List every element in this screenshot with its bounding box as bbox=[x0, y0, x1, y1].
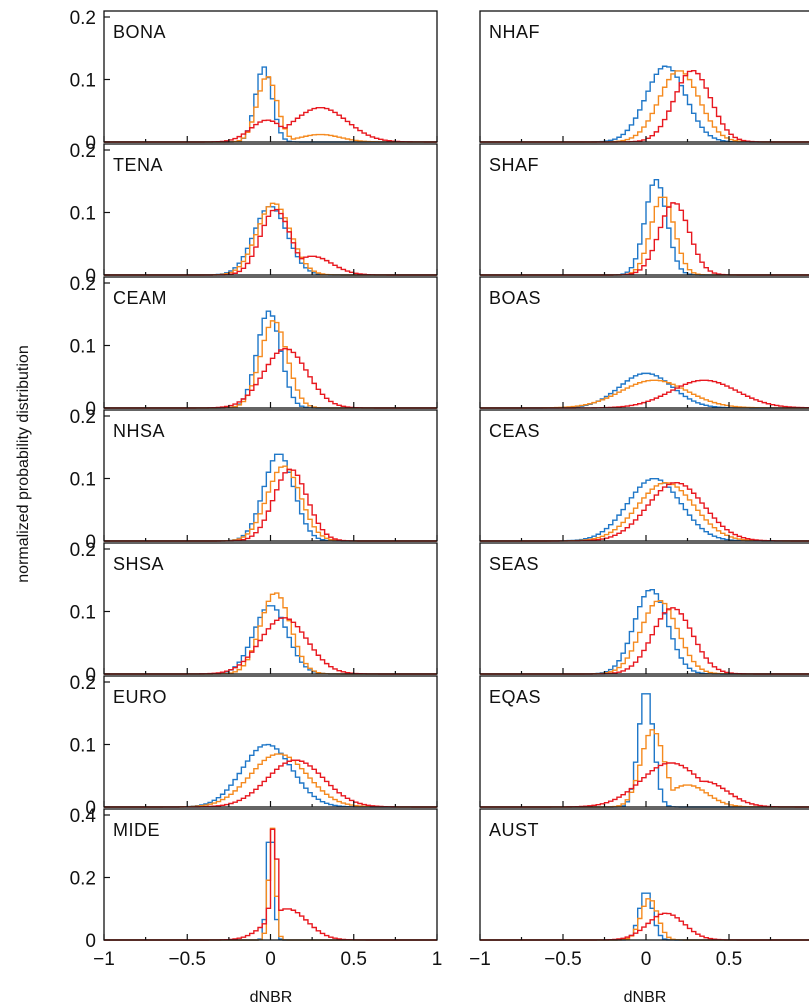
x-tick-label: 0.5 bbox=[716, 949, 742, 970]
series-line bbox=[480, 599, 809, 675]
x-tick-label: −0.5 bbox=[168, 949, 206, 970]
panel-seas: SEAS bbox=[479, 542, 809, 675]
series-line bbox=[104, 468, 437, 542]
series-line bbox=[480, 482, 809, 542]
series-line bbox=[480, 729, 809, 808]
series-line bbox=[104, 206, 437, 276]
y-tick-label: 0.2 bbox=[70, 8, 96, 29]
y-tick-label: 0.1 bbox=[70, 603, 96, 624]
y-tick-label: 0.2 bbox=[70, 407, 96, 428]
region-label: NHAF bbox=[489, 22, 540, 42]
series-line bbox=[480, 70, 809, 143]
y-tick-label: 0.1 bbox=[70, 337, 96, 358]
panel-eqas: EQAS bbox=[479, 675, 809, 808]
series-line bbox=[104, 453, 437, 542]
series-line bbox=[480, 693, 809, 808]
y-tick-label: 0 bbox=[85, 665, 96, 686]
x-tick-label: 1 bbox=[432, 949, 443, 970]
series-line bbox=[480, 379, 809, 409]
x-tick-label: −1 bbox=[469, 949, 491, 970]
region-label: EURO bbox=[113, 687, 167, 707]
panel-ceam: CEAM 0 0.1 0.2 bbox=[70, 274, 438, 420]
panel-grid: BONA 0 0.1 0.2 NHAF TENA 0 0.1 0.2 SHAF CEAM 0 0.1 0.… bbox=[70, 8, 809, 970]
series-line bbox=[104, 759, 437, 808]
y-tick-label: 0 bbox=[85, 399, 96, 420]
region-label: BONA bbox=[113, 22, 166, 42]
series-line bbox=[104, 208, 437, 276]
series-line bbox=[104, 753, 437, 808]
y-tick-label: 0.2 bbox=[70, 141, 96, 162]
y-tick-label: 0.2 bbox=[70, 673, 96, 694]
region-label: EQAS bbox=[489, 687, 541, 707]
x-tick-label: −1 bbox=[93, 949, 115, 970]
region-label: BOAS bbox=[489, 288, 541, 308]
y-tick-label: 0.1 bbox=[70, 71, 96, 92]
y-tick-label: 0.1 bbox=[70, 204, 96, 225]
y-tick-label: 0.2 bbox=[70, 540, 96, 561]
region-label: TENA bbox=[113, 155, 163, 175]
y-tick-label: 0 bbox=[85, 931, 96, 952]
series-line bbox=[480, 178, 809, 276]
panel-ceas: CEAS bbox=[479, 409, 809, 542]
series-line bbox=[480, 892, 809, 941]
series-line bbox=[480, 762, 809, 808]
series-line bbox=[104, 605, 437, 675]
region-label: MIDE bbox=[113, 820, 160, 840]
x-axis-label-left: dNBR bbox=[250, 989, 293, 1006]
series-line bbox=[480, 912, 809, 941]
series-line bbox=[480, 196, 809, 276]
x-tick-label: 0.5 bbox=[341, 949, 367, 970]
y-tick-label: 0.2 bbox=[70, 869, 96, 890]
y-tick-label: 0 bbox=[85, 798, 96, 819]
panel-euro: EURO 0 0.1 0.2 bbox=[70, 673, 438, 819]
panel-shaf: SHAF bbox=[479, 143, 809, 276]
panel-aust: AUST −1 −0.5 0 0.5 bbox=[469, 808, 809, 970]
series-line bbox=[480, 482, 809, 542]
panel-boas: BOAS bbox=[479, 276, 809, 409]
x-tick-label: 0 bbox=[641, 949, 652, 970]
panel-bona: BONA 0 0.1 0.2 bbox=[70, 8, 438, 154]
x-tick-label: 0 bbox=[265, 949, 276, 970]
region-label: CEAS bbox=[489, 421, 540, 441]
region-label: AUST bbox=[489, 820, 539, 840]
region-label: NHSA bbox=[113, 421, 165, 441]
series-line bbox=[480, 898, 809, 941]
series-line bbox=[480, 65, 809, 143]
panel-nhsa: NHSA 0 0.1 0.2 bbox=[70, 407, 438, 553]
panel-nhaf: NHAF bbox=[479, 10, 809, 143]
y-tick-label: 0.4 bbox=[70, 806, 97, 827]
y-tick-label: 0.2 bbox=[70, 274, 96, 295]
y-tick-label: 0 bbox=[85, 532, 96, 553]
series-line bbox=[104, 617, 437, 675]
series-line bbox=[104, 828, 437, 941]
panel-shsa: SHSA 0 0.1 0.2 bbox=[70, 540, 438, 686]
panel-tena: TENA 0 0.1 0.2 bbox=[70, 141, 438, 287]
y-tick-label: 0.1 bbox=[70, 470, 96, 491]
y-tick-label: 0 bbox=[85, 133, 96, 154]
x-axis-label-right: dNBR bbox=[624, 989, 667, 1006]
series-line bbox=[480, 379, 809, 409]
series-line bbox=[480, 202, 809, 276]
region-label: SHAF bbox=[489, 155, 539, 175]
x-tick-label: −0.5 bbox=[544, 949, 582, 970]
region-label: SHSA bbox=[113, 554, 164, 574]
y-axis-label: normalized probability distribution bbox=[15, 345, 32, 582]
y-tick-label: 0 bbox=[85, 266, 96, 287]
region-label: CEAM bbox=[113, 288, 167, 308]
y-tick-label: 0.1 bbox=[70, 736, 96, 757]
panel-mide: MIDE 0 0.2 0.4 −1 −0.5 0 0.5 1 bbox=[70, 806, 443, 970]
series-line bbox=[104, 347, 437, 409]
series-line bbox=[480, 607, 809, 675]
series-line bbox=[480, 588, 809, 675]
region-label: SEAS bbox=[489, 554, 539, 574]
series-line bbox=[480, 70, 809, 143]
